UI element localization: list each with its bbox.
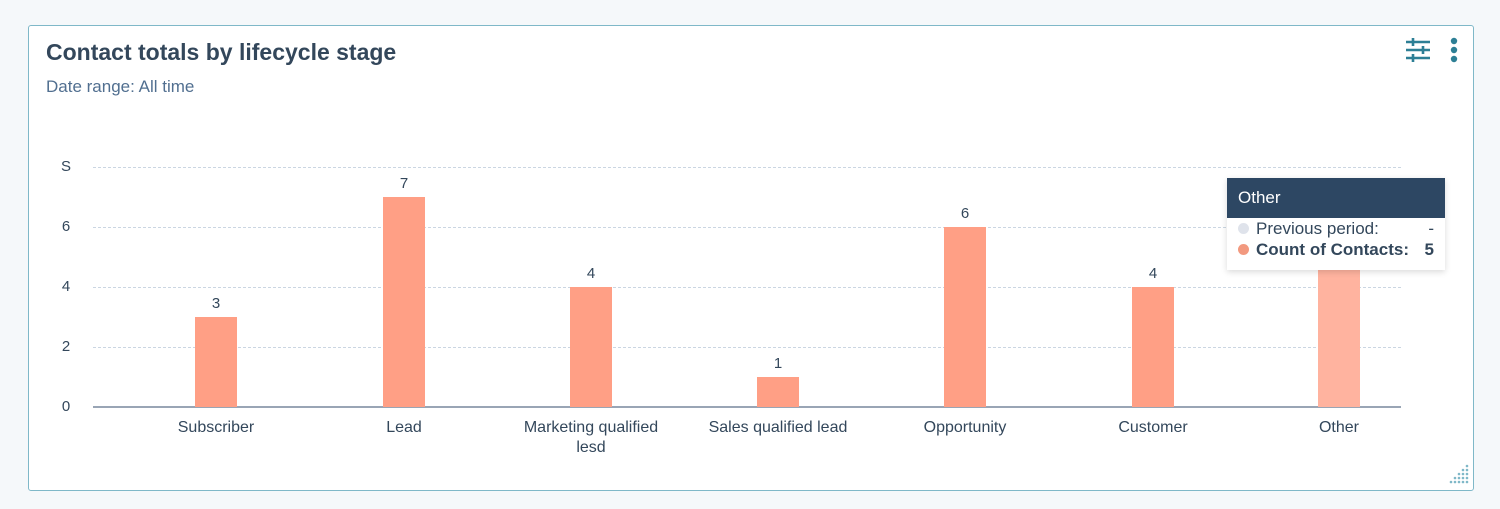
bar-value-label: 3 [211,295,221,312]
gridline [93,287,1401,288]
y-axis-tick: 4 [61,278,71,295]
resize-handle-icon[interactable] [1447,464,1469,486]
x-axis-label: Subscriber [177,419,255,436]
gridline [93,347,1401,348]
x-axis-label: Other [1318,419,1359,436]
tooltip-row-previous: Previous period: - [1227,218,1445,239]
tooltip-title: Other [1227,178,1445,218]
bar-subscriber[interactable] [195,317,237,407]
bar-other[interactable] [1318,257,1360,407]
x-axis-line [93,406,1401,408]
y-axis-tick: S [60,158,71,175]
bar-value-label: 6 [960,205,970,222]
chart-tooltip: Other Previous period: - Count of Contac… [1227,178,1445,270]
bar-value-label: 1 [773,355,783,372]
bar-customer[interactable] [1132,287,1174,407]
series-dot-icon [1238,244,1249,255]
bar-opportunity[interactable] [944,227,986,407]
x-axis-label: Sales qualified lead [708,419,848,436]
y-axis-tick: 2 [61,338,71,355]
tooltip-row-count: Count of Contacts: 5 [1227,239,1445,260]
bar-value-label: 4 [586,265,596,282]
x-axis-label: Marketing qualified lesd [523,419,659,456]
x-axis-label: Opportunity [923,419,1007,436]
bar-sales-qualified-lead[interactable] [757,377,799,407]
more-vertical-icon[interactable] [1449,36,1459,64]
bar-marketing-qualified-lesd[interactable] [570,287,612,407]
gridline [93,167,1401,168]
bar-chart: 0 2 4 6 S 3 Subscriber 7 Lead 4 Marketing qualifie… [29,26,1473,490]
y-axis-tick: 6 [61,218,71,235]
filter-sliders-icon[interactable] [1405,36,1431,64]
series-dot-icon [1238,223,1249,234]
x-axis-label: Lead [386,419,422,436]
bar-value-label: 7 [399,175,409,192]
y-axis-tick: 0 [61,398,71,415]
date-range-label: Date range: All time [46,77,195,96]
gridline [93,227,1401,228]
bar-value-label: 4 [1148,265,1158,282]
bar-lead[interactable] [383,197,425,407]
x-axis-label: Customer [1118,419,1188,436]
report-title: Contact totals by lifecycle stage [46,39,397,65]
report-card: Contact totals by lifecycle stage Date r… [28,25,1474,491]
